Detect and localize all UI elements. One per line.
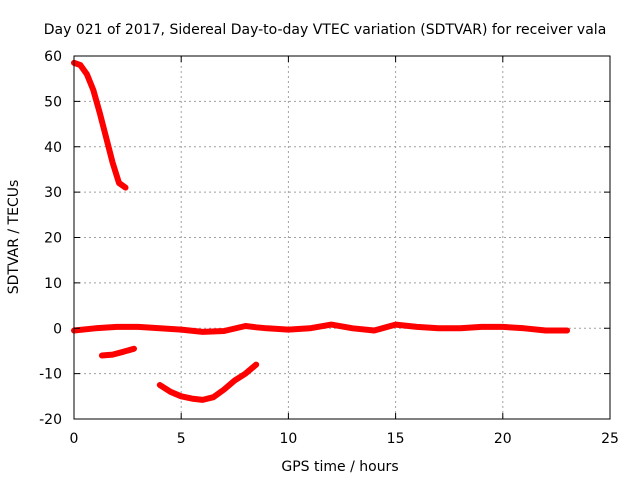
y-tick-label: -20 — [39, 412, 62, 428]
data-series — [71, 59, 571, 403]
series-line-segment-4 — [156, 361, 260, 403]
x-tick-label: 0 — [70, 431, 79, 447]
x-tick-label: 5 — [177, 431, 186, 447]
tick-labels: 0 5 10 15 20 25 -20 -10 0 10 20 30 40 50 60 — [39, 49, 619, 447]
x-tick-label: 20 — [494, 431, 512, 447]
y-tick-label: 40 — [44, 140, 62, 156]
y-tick-label: 60 — [44, 49, 62, 65]
y-tick-label: -10 — [39, 367, 62, 383]
y-tick-label: 0 — [53, 321, 62, 337]
series-line-segment-3 — [98, 345, 137, 359]
x-tick-label: 25 — [601, 431, 619, 447]
y-axis-label: SDTVAR / TECUs — [6, 180, 22, 295]
y-tick-label: 50 — [44, 94, 62, 110]
y-tick-label: 10 — [44, 276, 62, 292]
y-tick-label: 20 — [44, 231, 62, 247]
series-line-segment-1 — [71, 59, 129, 191]
chart-title: Day 021 of 2017, Sidereal Day-to-day VTE… — [44, 22, 607, 38]
axis-ticks — [73, 55, 611, 420]
x-axis-label: GPS time / hours — [281, 459, 398, 475]
x-tick-label: 15 — [387, 431, 405, 447]
series-line-segment-2 — [71, 321, 571, 335]
y-tick-label: 30 — [44, 185, 62, 201]
grid — [74, 56, 610, 419]
x-tick-label: 10 — [279, 431, 297, 447]
